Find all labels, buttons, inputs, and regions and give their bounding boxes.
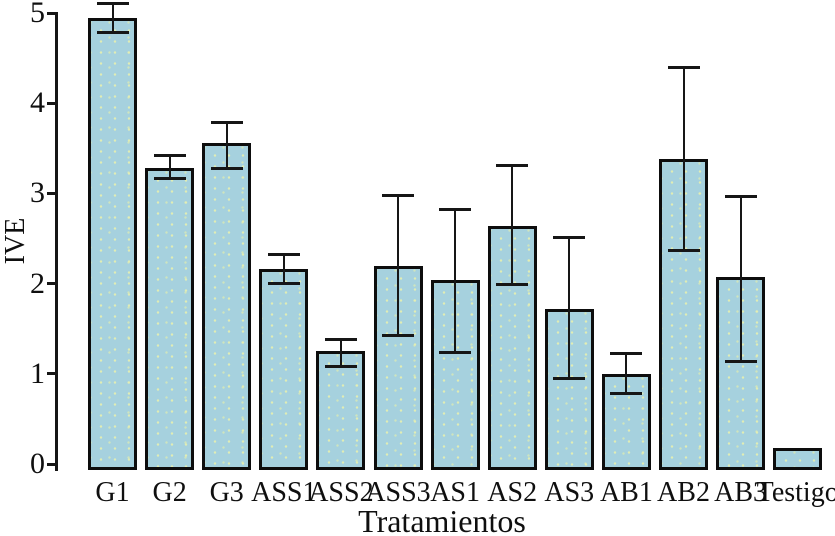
error-bar-cap-bottom <box>96 31 129 35</box>
x-category-label: AS3 <box>544 477 595 508</box>
y-axis-line <box>55 12 58 471</box>
x-axis-title: Tratamientos <box>358 503 526 536</box>
error-bar-cap-bottom <box>439 350 472 354</box>
y-tick-label: 3 <box>30 176 45 210</box>
y-tick-mark <box>47 372 57 376</box>
y-tick-label: 2 <box>30 266 45 300</box>
error-bar-cap-bottom <box>153 177 186 181</box>
error-bar-cap-top <box>267 253 300 257</box>
y-tick-mark <box>47 11 57 15</box>
error-bar-cap-bottom <box>324 365 357 369</box>
error-bar-cap-bottom <box>382 334 414 338</box>
error-bar-cap-bottom <box>267 282 300 286</box>
error-bar-cap-bottom <box>210 166 243 170</box>
error-bar-line <box>168 155 171 179</box>
bar <box>88 17 137 470</box>
error-bar-line <box>397 195 399 336</box>
bar <box>773 447 823 470</box>
y-tick-mark <box>47 191 57 195</box>
error-bar-line <box>739 196 742 362</box>
error-bar-line <box>111 3 114 33</box>
y-tick-mark <box>47 282 57 286</box>
y-tick-mark <box>47 462 57 466</box>
x-category-label: ASS1 <box>251 477 317 508</box>
bar <box>373 265 423 470</box>
error-bar-line <box>339 339 342 367</box>
x-category-label: ASS2 <box>308 477 374 508</box>
error-bar-cap-bottom <box>496 283 529 286</box>
x-category-label: AB3 <box>714 477 768 508</box>
x-category-label: AB1 <box>599 477 653 508</box>
y-tick-label: 5 <box>30 0 45 29</box>
bar <box>544 308 594 470</box>
error-bar-cap-top <box>382 193 414 197</box>
bar <box>259 269 309 470</box>
bar <box>202 142 252 470</box>
error-bar-cap-top <box>324 338 357 342</box>
error-bar-line <box>682 67 685 251</box>
y-tick-label: 0 <box>30 447 45 480</box>
error-bar-cap-bottom <box>553 376 586 380</box>
y-tick-label: 1 <box>30 356 45 390</box>
y-tick-label: 4 <box>30 86 45 120</box>
error-bar-line <box>568 237 571 379</box>
bar <box>316 351 366 470</box>
error-bar-cap-top <box>610 352 643 356</box>
error-bar-line <box>454 209 457 353</box>
error-bar-cap-top <box>667 65 700 69</box>
x-category-label: G3 <box>209 477 244 508</box>
error-bar-line <box>282 254 285 284</box>
x-category-label: G2 <box>152 477 187 508</box>
error-bar-cap-bottom <box>610 392 643 396</box>
error-bar-line <box>225 122 228 169</box>
x-category-label: Testigo <box>756 477 835 508</box>
y-tick-mark <box>47 101 57 105</box>
x-category-label: AS1 <box>430 477 480 508</box>
x-category-label: AB2 <box>657 477 710 508</box>
error-bar-cap-top <box>496 163 529 167</box>
error-bar-line <box>511 165 514 285</box>
error-bar-line <box>625 353 628 394</box>
error-bar-cap-top <box>210 120 243 124</box>
x-category-label: ASS3 <box>365 477 431 508</box>
x-category-label: G1 <box>95 477 130 508</box>
error-bar-cap-top <box>724 194 757 198</box>
x-category-label: AS2 <box>487 477 538 508</box>
error-bar-cap-top <box>439 208 472 212</box>
error-bar-cap-top <box>553 236 586 240</box>
error-bar-cap-bottom <box>667 248 700 252</box>
error-bar-cap-bottom <box>724 359 757 363</box>
error-bar-cap-top <box>96 2 129 6</box>
bar <box>145 168 195 470</box>
error-bar-cap-top <box>153 154 186 158</box>
